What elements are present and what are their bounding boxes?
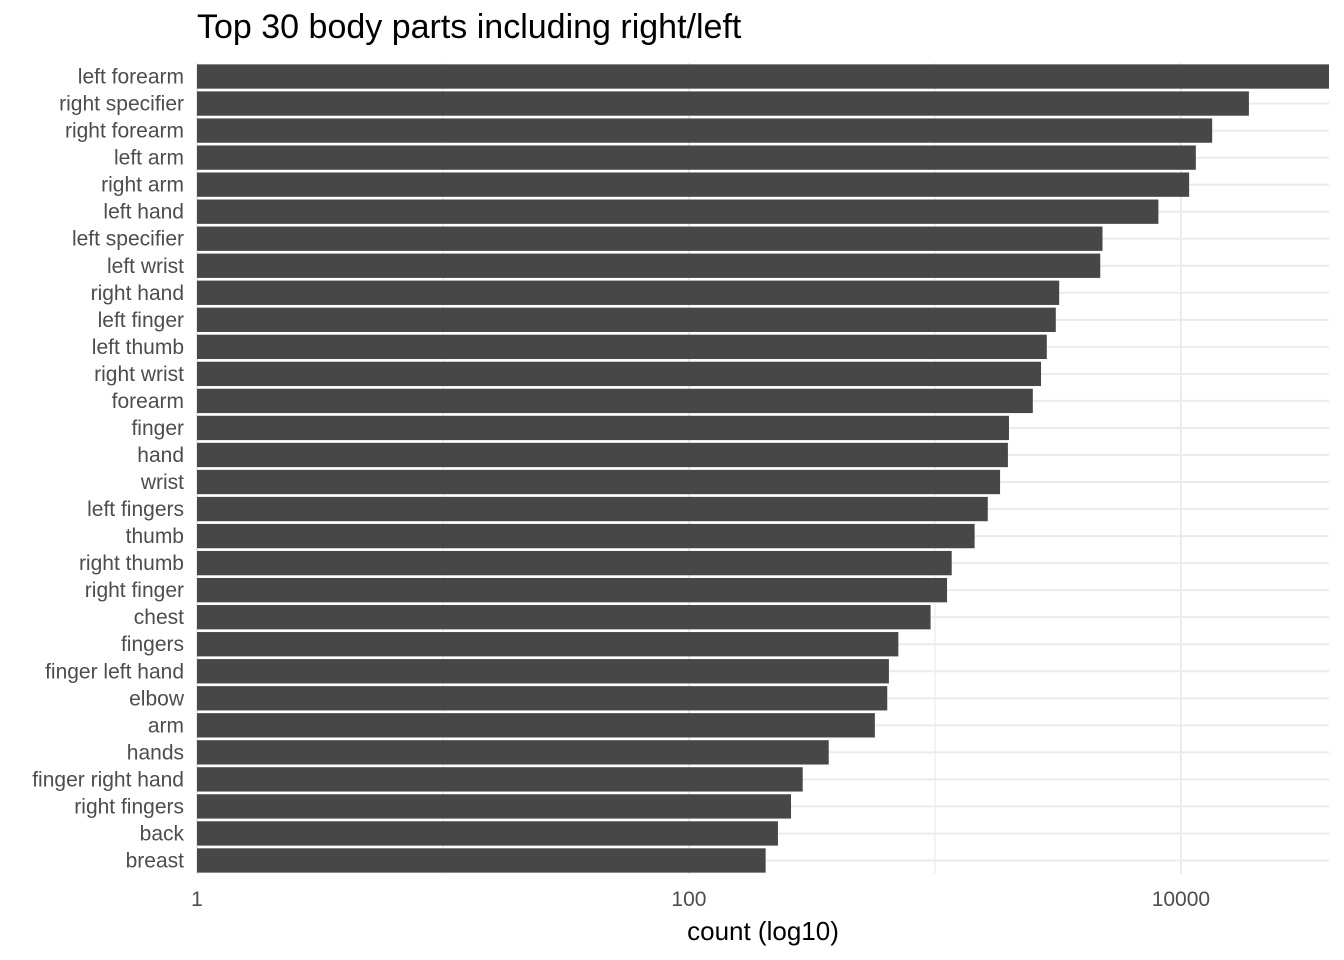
bar-finger-right-hand [197, 767, 803, 792]
category-label: left fingers [87, 498, 184, 521]
category-label: right fingers [74, 795, 184, 818]
category-label: forearm [112, 390, 184, 413]
category-label: thumb [126, 525, 184, 548]
category-label: finger right hand [32, 768, 184, 791]
category-labels: left forearm right specifier right forearm… [32, 66, 185, 873]
bar-left-wrist [197, 253, 1101, 278]
category-label: arm [148, 714, 184, 737]
bar-wrist [197, 469, 1001, 495]
bar-fingers [197, 632, 899, 657]
category-label: breast [126, 849, 185, 872]
bar-elbow [197, 686, 888, 711]
bar-left-specifier [197, 226, 1103, 251]
category-label: right finger [85, 579, 184, 602]
bar-left-fingers [197, 496, 988, 522]
category-label: left forearm [78, 66, 184, 89]
x-axis-ticks: 1 100 10000 [191, 888, 1210, 911]
bar-right-specifier [197, 91, 1249, 116]
category-label: fingers [121, 633, 184, 656]
category-label: right wrist [94, 363, 184, 386]
category-label: wrist [140, 471, 184, 494]
category-label: elbow [129, 687, 185, 710]
bar-right-arm [197, 172, 1190, 197]
bar-left-finger [197, 307, 1056, 332]
bar-forearm [197, 388, 1033, 414]
category-label: hand [137, 444, 184, 467]
category-label: right thumb [79, 552, 184, 575]
x-tick-label: 100 [671, 888, 706, 911]
category-label: right arm [101, 174, 184, 197]
bars [197, 64, 1329, 873]
category-label: left finger [98, 309, 184, 332]
x-tick-label: 10000 [1152, 888, 1210, 911]
category-label: finger left hand [45, 660, 184, 683]
category-label: left hand [103, 201, 184, 224]
category-label: right hand [91, 282, 184, 305]
bar-right-hand [197, 280, 1060, 305]
bar-hand [197, 442, 1008, 468]
category-label: back [140, 822, 185, 845]
bar-back [197, 821, 778, 846]
bar-thumb [197, 523, 975, 549]
bar-right-wrist [197, 361, 1042, 387]
bar-left-arm [197, 145, 1196, 170]
bar-left-hand [197, 199, 1159, 224]
category-label: left arm [114, 147, 184, 170]
bar-breast [197, 848, 766, 873]
bar-arm [197, 713, 875, 738]
chart-title: Top 30 body parts including right/left [197, 8, 742, 46]
category-label: hands [127, 741, 184, 764]
bar-right-fingers [197, 794, 792, 819]
bar-hands [197, 740, 829, 765]
x-axis-title: count (log10) [687, 916, 839, 946]
category-label: right forearm [65, 120, 184, 143]
bar-right-finger [197, 577, 948, 603]
bar-chest [197, 605, 931, 630]
bar-left-thumb [197, 334, 1047, 360]
category-label: left thumb [92, 336, 184, 359]
category-label: right specifier [59, 93, 184, 116]
bar-finger [197, 415, 1009, 441]
bar-left-forearm [197, 64, 1329, 89]
bar-right-thumb [197, 550, 952, 576]
bar-finger-left-hand [197, 659, 889, 684]
category-label: finger [131, 417, 184, 440]
category-label: left wrist [107, 255, 184, 278]
category-label: left specifier [72, 228, 184, 251]
category-label: chest [134, 606, 184, 629]
x-tick-label: 1 [191, 888, 203, 911]
bar-right-forearm [197, 118, 1213, 143]
